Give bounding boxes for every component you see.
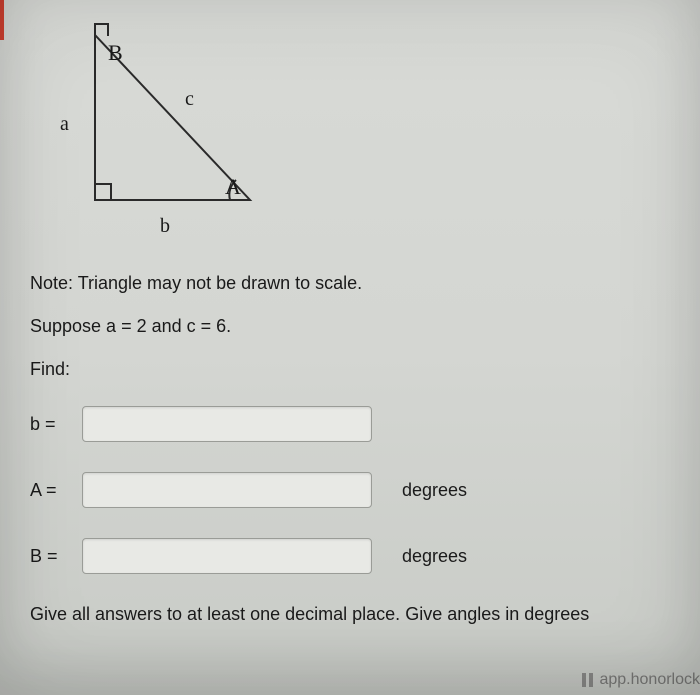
instruction-text: Give all answers to at least one decimal… — [30, 604, 670, 625]
triangle-svg: B A a b c — [50, 20, 280, 240]
label-b-angle: B = — [30, 546, 70, 567]
side-a-label: a — [60, 113, 69, 135]
problem-content: B A a b c Note: Triangle may not be draw… — [0, 0, 700, 635]
find-text: Find: — [30, 359, 670, 380]
footer-bar: app.honorlock — [582, 671, 700, 689]
label-a-angle: A = — [30, 480, 70, 501]
triangle-diagram: B A a b c — [50, 20, 670, 245]
pause-icon — [582, 673, 593, 687]
note-text: Note: Triangle may not be drawn to scale… — [30, 273, 670, 294]
unit-a-angle: degrees — [402, 480, 467, 501]
top-vertex-marker — [95, 24, 108, 36]
side-c-label: c — [185, 88, 194, 110]
input-b[interactable] — [82, 406, 372, 442]
right-angle-marker — [95, 184, 111, 200]
label-b: b = — [30, 414, 70, 435]
suppose-text: Suppose a = 2 and c = 6. — [30, 316, 670, 337]
vertex-b-label: B — [108, 40, 123, 65]
row-a-angle: A = degrees — [30, 472, 670, 508]
input-b-angle[interactable] — [82, 538, 372, 574]
side-b-label: b — [160, 215, 170, 237]
row-b: b = — [30, 406, 670, 442]
row-b-angle: B = degrees — [30, 538, 670, 574]
footer-text: app.honorlock — [599, 671, 700, 689]
input-a-angle[interactable] — [82, 472, 372, 508]
unit-b-angle: degrees — [402, 546, 467, 567]
vertex-a-label: A — [225, 174, 241, 199]
red-edge-marker — [0, 0, 4, 40]
